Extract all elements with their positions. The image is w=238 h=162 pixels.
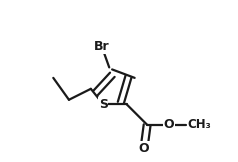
Text: O: O: [164, 118, 174, 131]
Text: S: S: [99, 98, 108, 111]
Text: O: O: [139, 142, 149, 155]
Text: Br: Br: [94, 40, 110, 53]
Text: CH₃: CH₃: [187, 118, 211, 131]
